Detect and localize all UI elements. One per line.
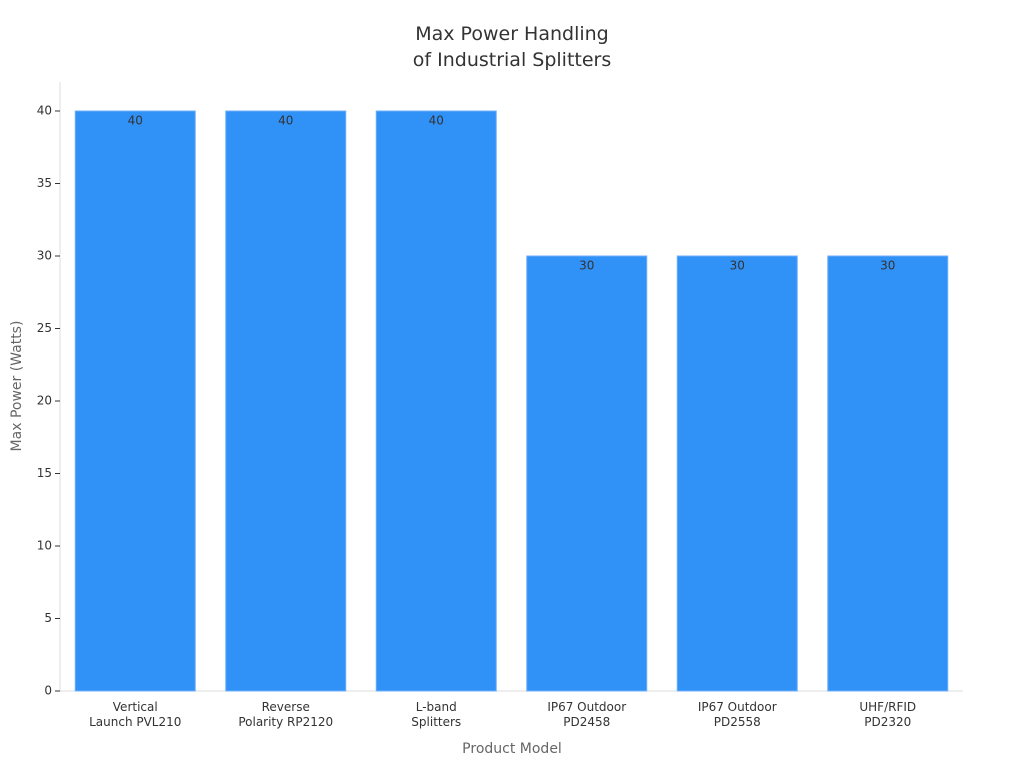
bar <box>676 255 798 692</box>
bar <box>375 110 497 692</box>
bar <box>827 255 949 692</box>
y-tick-label: 35 <box>37 176 52 190</box>
y-tick-label: 15 <box>37 466 52 480</box>
y-tick-label: 30 <box>37 249 52 263</box>
x-tick-label: IP67 Outdoor PD2458 <box>547 700 627 729</box>
x-tick-label: Vertical Launch PVL210 <box>89 700 182 729</box>
y-tick-label: 10 <box>37 539 52 553</box>
bar <box>74 110 196 692</box>
y-tick-label: 40 <box>37 104 52 118</box>
bar <box>225 110 347 692</box>
x-axis-label: Product Model <box>462 741 562 757</box>
bar <box>526 255 648 692</box>
data-label: 40 <box>429 114 444 128</box>
x-tick-label: UHF/RFID PD2320 <box>859 700 917 729</box>
data-label: 30 <box>880 259 895 273</box>
data-label: 30 <box>730 259 745 273</box>
y-tick-label: 5 <box>44 611 52 625</box>
y-axis-label: Max Power (Watts) <box>9 321 25 452</box>
data-label: 40 <box>128 114 143 128</box>
y-tick-label: 25 <box>37 321 52 335</box>
x-tick-label: IP67 Outdoor PD2558 <box>697 700 777 729</box>
data-label: 40 <box>278 114 293 128</box>
x-tick-label: Reverse Polarity RP2120 <box>238 700 334 729</box>
y-tick-label: 20 <box>37 394 52 408</box>
data-label: 30 <box>579 259 594 273</box>
x-tick-label: L-band Splitters <box>411 700 462 729</box>
chart-title: Max Power Handling of Industrial Splitte… <box>412 23 612 71</box>
y-tick-label: 0 <box>44 684 52 698</box>
